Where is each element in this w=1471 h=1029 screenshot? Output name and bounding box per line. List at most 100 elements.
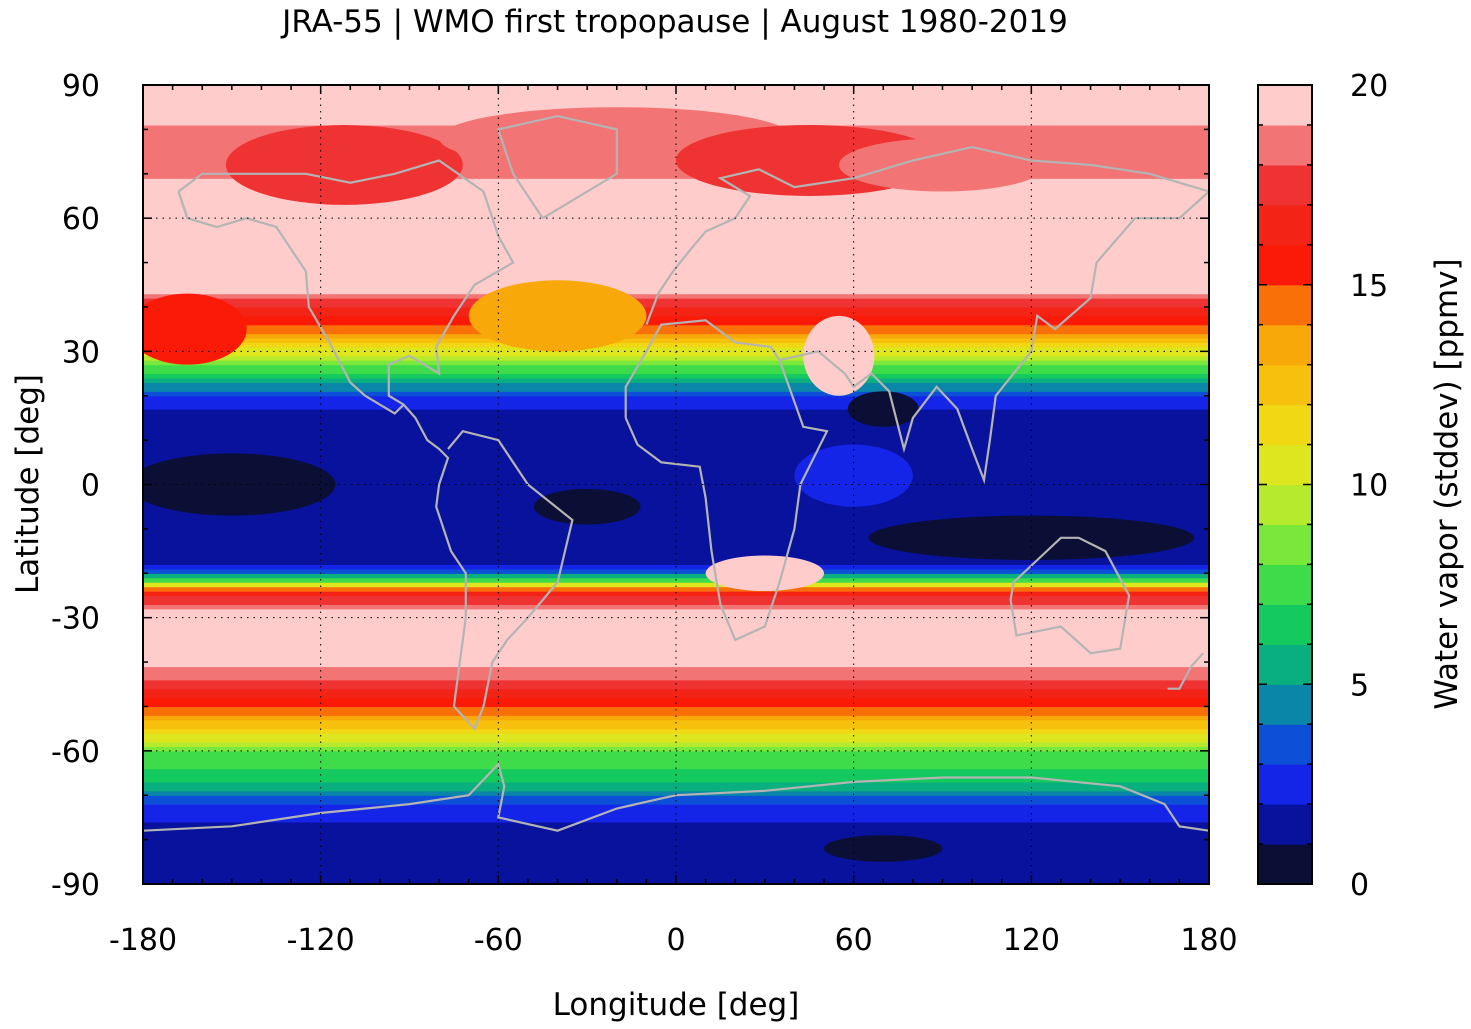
zonal-band xyxy=(143,653,1209,659)
zonal-band xyxy=(143,169,1209,175)
zonal-band xyxy=(143,617,1209,623)
zonal-band xyxy=(143,870,1209,876)
zonal-band xyxy=(143,209,1209,215)
zonal-band xyxy=(143,244,1209,250)
y-tick-label: 90 xyxy=(62,69,100,104)
zonal-band xyxy=(143,249,1209,255)
zonal-band xyxy=(143,364,1209,370)
x-tick-label: 180 xyxy=(1180,923,1237,958)
zonal-band xyxy=(143,768,1209,774)
colorbar-tick-label: 15 xyxy=(1350,269,1388,304)
zonal-band xyxy=(143,852,1209,858)
colorbar-swatch xyxy=(1258,564,1312,605)
chart-title: JRA-55 | WMO first tropopause | August 1… xyxy=(280,4,1068,40)
x-tick-label: -60 xyxy=(474,923,523,958)
colorbar-swatch xyxy=(1258,324,1312,366)
zonal-band xyxy=(143,728,1209,734)
zonal-band xyxy=(143,630,1209,637)
zonal-band xyxy=(143,409,1209,415)
zonal-band xyxy=(143,262,1209,268)
zonal-band xyxy=(143,448,1209,455)
zonal-band xyxy=(143,812,1209,819)
feature-region xyxy=(468,280,647,352)
colorbar-swatch xyxy=(1258,764,1312,805)
zonal-band xyxy=(143,679,1209,685)
feature-region xyxy=(868,515,1195,560)
zonal-band xyxy=(143,786,1209,792)
colorbar-tick-label: 10 xyxy=(1350,469,1388,504)
zonal-band xyxy=(143,511,1209,517)
zonal-band xyxy=(143,266,1209,273)
zonal-band xyxy=(143,98,1209,104)
zonal-band xyxy=(143,821,1209,827)
zonal-band xyxy=(143,866,1209,872)
coastline xyxy=(645,145,1209,326)
coastline xyxy=(1009,536,1131,655)
zonal-band xyxy=(143,329,1209,335)
zonal-band xyxy=(143,613,1209,619)
zonal-band xyxy=(143,595,1209,601)
zonal-band xyxy=(143,741,1209,747)
zonal-band xyxy=(143,400,1209,406)
zonal-band xyxy=(143,289,1209,295)
colorbar-swatch xyxy=(1258,484,1312,526)
coastline xyxy=(143,761,1209,832)
zonal-band xyxy=(143,253,1209,259)
colorbar-swatch xyxy=(1258,524,1312,565)
zonal-band xyxy=(143,555,1209,561)
colorbar-swatch xyxy=(1258,124,1312,166)
y-tick-label: -60 xyxy=(51,735,100,770)
zonal-band xyxy=(143,573,1209,579)
feature-region xyxy=(705,555,825,592)
x-tick-label: 120 xyxy=(1003,923,1060,958)
zonal-band xyxy=(143,790,1209,796)
zonal-band xyxy=(143,435,1209,441)
zonal-band xyxy=(143,644,1209,650)
zonal-band xyxy=(143,657,1209,663)
zonal-band xyxy=(143,582,1209,588)
x-tick-label: 0 xyxy=(666,923,685,958)
x-tick-label: -180 xyxy=(109,923,177,958)
zonal-band xyxy=(143,670,1209,676)
zonal-band xyxy=(143,275,1209,281)
zonal-band xyxy=(143,333,1209,339)
colorbar xyxy=(1258,84,1312,885)
zonal-band xyxy=(143,431,1209,437)
zonal-band xyxy=(143,639,1209,645)
y-tick-label: -90 xyxy=(51,868,100,903)
gridlines xyxy=(143,85,1209,884)
zonal-band xyxy=(143,710,1209,716)
zonal-band xyxy=(143,218,1209,224)
zonal-band xyxy=(143,755,1209,761)
y-tick-label: 0 xyxy=(81,469,100,504)
zonal-band xyxy=(143,484,1209,490)
zonal-band xyxy=(143,688,1209,694)
zonal-band xyxy=(143,559,1209,565)
colorbar-swatch xyxy=(1258,284,1312,326)
feature-region xyxy=(824,835,943,862)
coastline xyxy=(624,319,829,642)
zonal-band xyxy=(143,861,1209,867)
zonal-band xyxy=(143,764,1209,770)
zonal-band xyxy=(143,391,1209,397)
zonal-band xyxy=(143,178,1209,184)
zonal-band xyxy=(143,315,1209,321)
y-tick-labels: 90 60 30 0 -30 -60 -90 xyxy=(51,69,100,903)
feature-region xyxy=(838,138,1047,192)
zonal-band xyxy=(143,599,1209,605)
zonal-band xyxy=(143,533,1209,539)
coastline-overlay xyxy=(143,114,1209,832)
coastline xyxy=(496,114,618,220)
zonal-band xyxy=(143,795,1209,801)
zonal-band xyxy=(143,191,1209,197)
regional-features xyxy=(143,107,1195,862)
zonal-band xyxy=(143,342,1209,348)
zonal-band xyxy=(143,568,1209,574)
feature-region xyxy=(225,124,463,205)
zonal-band xyxy=(143,360,1209,366)
colorbar-swatch xyxy=(1258,804,1312,845)
colorbar-swatch xyxy=(1258,444,1312,486)
zonal-band xyxy=(143,826,1209,832)
colorbar-swatch xyxy=(1258,85,1312,126)
